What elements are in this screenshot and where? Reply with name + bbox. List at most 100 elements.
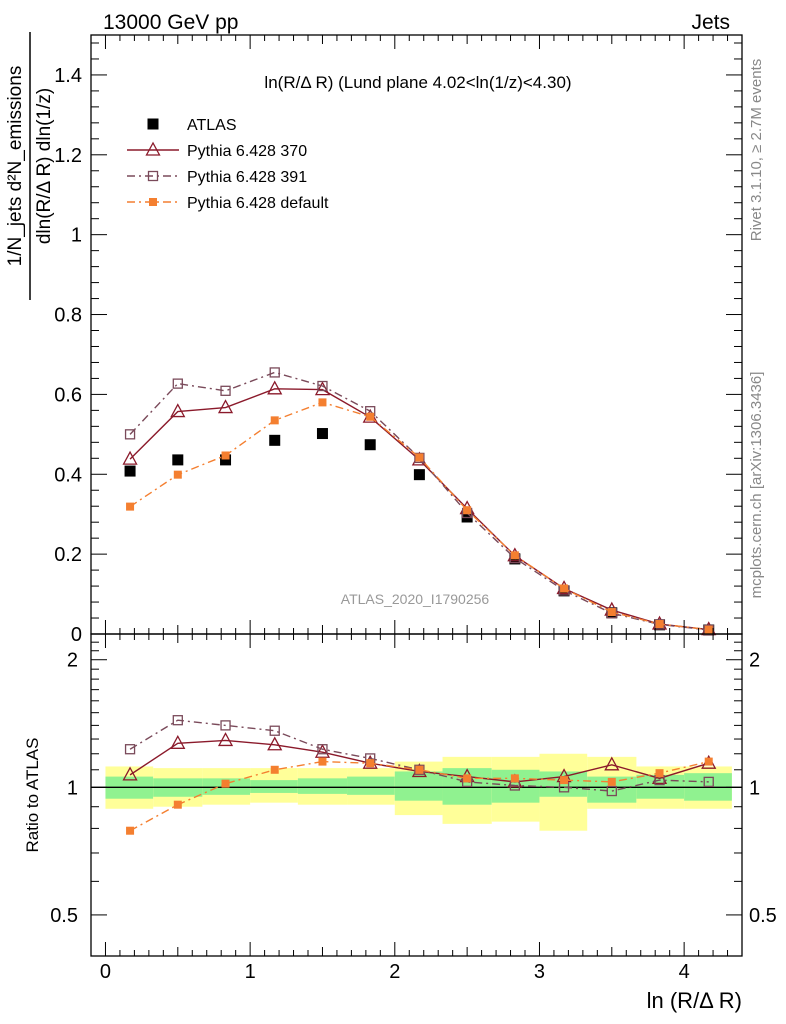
- ratio-y-tick-label: 0.5: [50, 905, 78, 927]
- data-point: [314, 381, 331, 396]
- x-tick-label: 3: [534, 961, 545, 983]
- ratio-data-point: [124, 744, 136, 755]
- data-point: [172, 378, 183, 389]
- data-point: [267, 380, 283, 395]
- legend-marker: [147, 118, 159, 130]
- ratio-data-point: [173, 800, 182, 809]
- data-point: [704, 625, 713, 634]
- y-tick-label: 0.2: [54, 544, 82, 566]
- ratio-data-point: [560, 776, 569, 785]
- ratio-y-tick-label-right: 2: [749, 650, 760, 672]
- ratio-data-point: [366, 759, 375, 768]
- ratio-data-point: [607, 777, 616, 786]
- series-pythia-6-428-default: [126, 398, 713, 634]
- data-point: [221, 451, 230, 460]
- ratio-y-tick-label-right: 1: [749, 777, 760, 799]
- legend-label: Pythia 6.428 default: [187, 195, 329, 212]
- analysis-watermark: ATLAS_2020_I1790256: [341, 591, 490, 607]
- y-tick-label: 0: [71, 624, 82, 646]
- ratio-data-point: [415, 765, 424, 774]
- ratio-series-pythia-6-428-default: [126, 757, 713, 835]
- legend-entry: Pythia 6.428 default: [127, 195, 329, 212]
- ratio-data-point: [217, 732, 234, 747]
- y-tick-label: 1.4: [54, 65, 82, 87]
- ratio-data-point: [318, 757, 327, 766]
- y-tick-label: 1.2: [54, 145, 82, 167]
- y-tick-label: 0.8: [54, 305, 82, 327]
- data-point: [124, 465, 136, 477]
- legend-marker: [145, 141, 161, 156]
- data-point: [364, 439, 376, 451]
- ratio-data-point: [122, 766, 138, 781]
- data-point: [463, 506, 472, 515]
- data-point: [413, 469, 425, 481]
- data-point: [317, 380, 328, 392]
- legend-label: Pythia 6.428 370: [187, 143, 307, 160]
- main-y-axis-label: 1/N_jets d²N_emissions dln(R/Δ R) dln(1/z…: [5, 32, 55, 300]
- ratio-y-tick-label-right: 0.5: [749, 905, 777, 927]
- ratio-data-point: [172, 715, 183, 726]
- data-point: [172, 454, 184, 466]
- data-point: [173, 470, 182, 479]
- x-tick-label: 0: [100, 961, 111, 983]
- ratio-data-point: [463, 774, 472, 783]
- y-label-numerator: 1/N_jets d²N_emissions: [5, 66, 26, 267]
- header-left: 13000 GeV pp: [103, 11, 238, 34]
- y-tick-label: 0.6: [54, 384, 82, 406]
- x-tick-label: 2: [389, 961, 400, 983]
- ratio-data-point: [606, 785, 617, 797]
- ratio-data-point: [317, 744, 328, 755]
- ratio-data-point: [126, 826, 135, 835]
- legend-entry: Pythia 6.428 391: [127, 169, 307, 186]
- ratio-data-point: [703, 776, 714, 788]
- ratio-data-point: [269, 725, 280, 736]
- legend-label: ATLAS: [187, 117, 237, 134]
- legend-label: Pythia 6.428 391: [187, 169, 307, 186]
- data-point: [217, 399, 234, 414]
- data-point: [124, 429, 136, 440]
- x-tick-label: 1: [245, 961, 256, 983]
- ratio-y-tick-label: 2: [67, 650, 78, 672]
- data-point: [366, 412, 375, 421]
- y-label-denominator: dln(R/Δ R) dln(1/z): [34, 88, 55, 244]
- legend-entry: Pythia 6.428 370: [127, 141, 307, 160]
- uncertainty-band-inner: [539, 771, 588, 797]
- data-point: [415, 453, 424, 462]
- ratio-data-point: [510, 774, 519, 783]
- uncertainty-band-inner: [250, 780, 298, 793]
- data-point: [316, 428, 328, 440]
- uncertainty-band-inner: [297, 778, 348, 794]
- legend: ATLAS Pythia 6.428 370 Pythia 6.428 391 Pyt…: [127, 117, 329, 212]
- ratio-data-point: [220, 720, 231, 731]
- data-point: [655, 620, 664, 629]
- x-tick-label: 4: [679, 961, 690, 983]
- legend-marker: [147, 170, 159, 182]
- y-label-group: 1/N_jets d²N_emissions dln(R/Δ R) dln(1/z…: [5, 32, 55, 300]
- ratio-data-point: [655, 769, 664, 778]
- rivet-label: Rivet 3.1.10, ≥ 2.7M events: [748, 59, 765, 242]
- ratio-data-point: [267, 736, 283, 751]
- ratio-series-line: [129, 719, 709, 792]
- main-title: ln(R/Δ R) (Lund plane 4.02<ln(1/z)<4.30): [264, 73, 571, 92]
- data-point: [269, 434, 281, 446]
- data-point: [269, 367, 280, 378]
- legend-entry: ATLAS: [147, 117, 237, 134]
- y-tick-label: 1: [71, 225, 82, 247]
- data-point: [318, 398, 327, 407]
- data-point: [220, 454, 232, 466]
- ratio-data-point: [604, 756, 620, 771]
- uncertainty-band-inner: [347, 776, 395, 795]
- ratio-frame: [90, 633, 743, 957]
- x-axis-label: ln (R/Δ R): [647, 988, 742, 1013]
- ratio-data-point: [221, 779, 230, 788]
- mcplots-label: mcplots.cern.ch [arXiv:1306.3436]: [748, 372, 765, 599]
- y-tick-label: 0.4: [54, 464, 82, 486]
- data-point: [414, 452, 425, 464]
- data-point: [560, 584, 569, 593]
- ratio-data-point: [651, 769, 668, 784]
- data-point: [510, 551, 519, 560]
- ratio-y-axis-label: Ratio to ATLAS: [23, 738, 42, 853]
- ratio-data-point: [314, 743, 331, 758]
- legend-marker: [149, 198, 157, 206]
